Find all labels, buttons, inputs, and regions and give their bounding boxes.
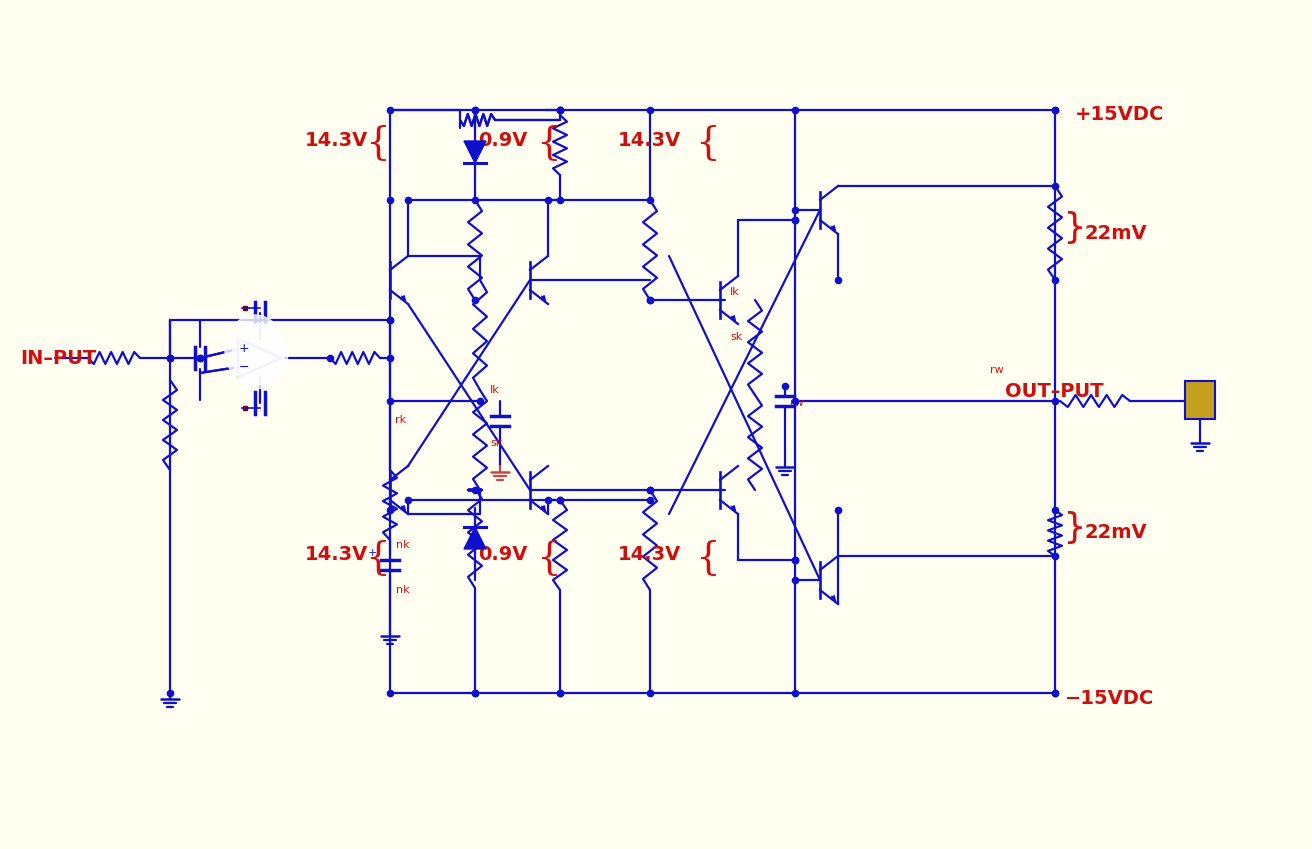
Polygon shape	[464, 141, 485, 163]
Text: {: {	[695, 125, 720, 161]
Text: 14.3V: 14.3V	[618, 546, 681, 565]
Text: 0.9V: 0.9V	[478, 131, 527, 149]
Text: 22mV: 22mV	[1085, 524, 1148, 543]
Text: {: {	[537, 125, 560, 161]
Text: 14.3V: 14.3V	[618, 131, 681, 149]
Text: rw: rw	[790, 398, 804, 408]
Text: 1: 1	[1197, 391, 1203, 401]
Text: +: +	[239, 342, 249, 355]
Text: 22mV: 22mV	[1085, 223, 1148, 243]
Text: +15VDC: +15VDC	[1075, 104, 1164, 123]
Text: {: {	[695, 539, 720, 576]
Bar	[1185, 381, 1215, 419]
Text: −15VDC: −15VDC	[1065, 689, 1155, 709]
Polygon shape	[464, 527, 485, 549]
Ellipse shape	[224, 315, 285, 385]
Text: rk: rk	[395, 415, 407, 425]
Text: 0.9V: 0.9V	[478, 546, 527, 565]
Text: }: }	[1063, 211, 1085, 245]
Text: OUT–PUT: OUT–PUT	[1005, 381, 1103, 401]
Text: sk: sk	[489, 438, 502, 448]
Text: 14.3V: 14.3V	[304, 546, 369, 565]
Text: nk: nk	[396, 540, 409, 550]
Text: {: {	[365, 539, 390, 576]
Text: }: }	[1063, 511, 1085, 545]
Text: nk: nk	[396, 585, 409, 595]
Text: IN–PUT: IN–PUT	[20, 348, 96, 368]
Text: rw: rw	[991, 365, 1004, 375]
Text: sk: sk	[729, 332, 743, 342]
Text: −: −	[239, 361, 249, 374]
Text: 14.3V: 14.3V	[304, 131, 369, 149]
Text: −: −	[239, 361, 249, 374]
Text: {: {	[537, 539, 560, 576]
Text: +: +	[367, 548, 377, 558]
Ellipse shape	[232, 323, 287, 389]
Text: Ik: Ik	[489, 385, 500, 395]
Text: 2: 2	[1197, 404, 1203, 414]
Text: {: {	[365, 125, 390, 161]
Text: Ik: Ik	[729, 287, 740, 297]
Text: +: +	[239, 342, 249, 355]
